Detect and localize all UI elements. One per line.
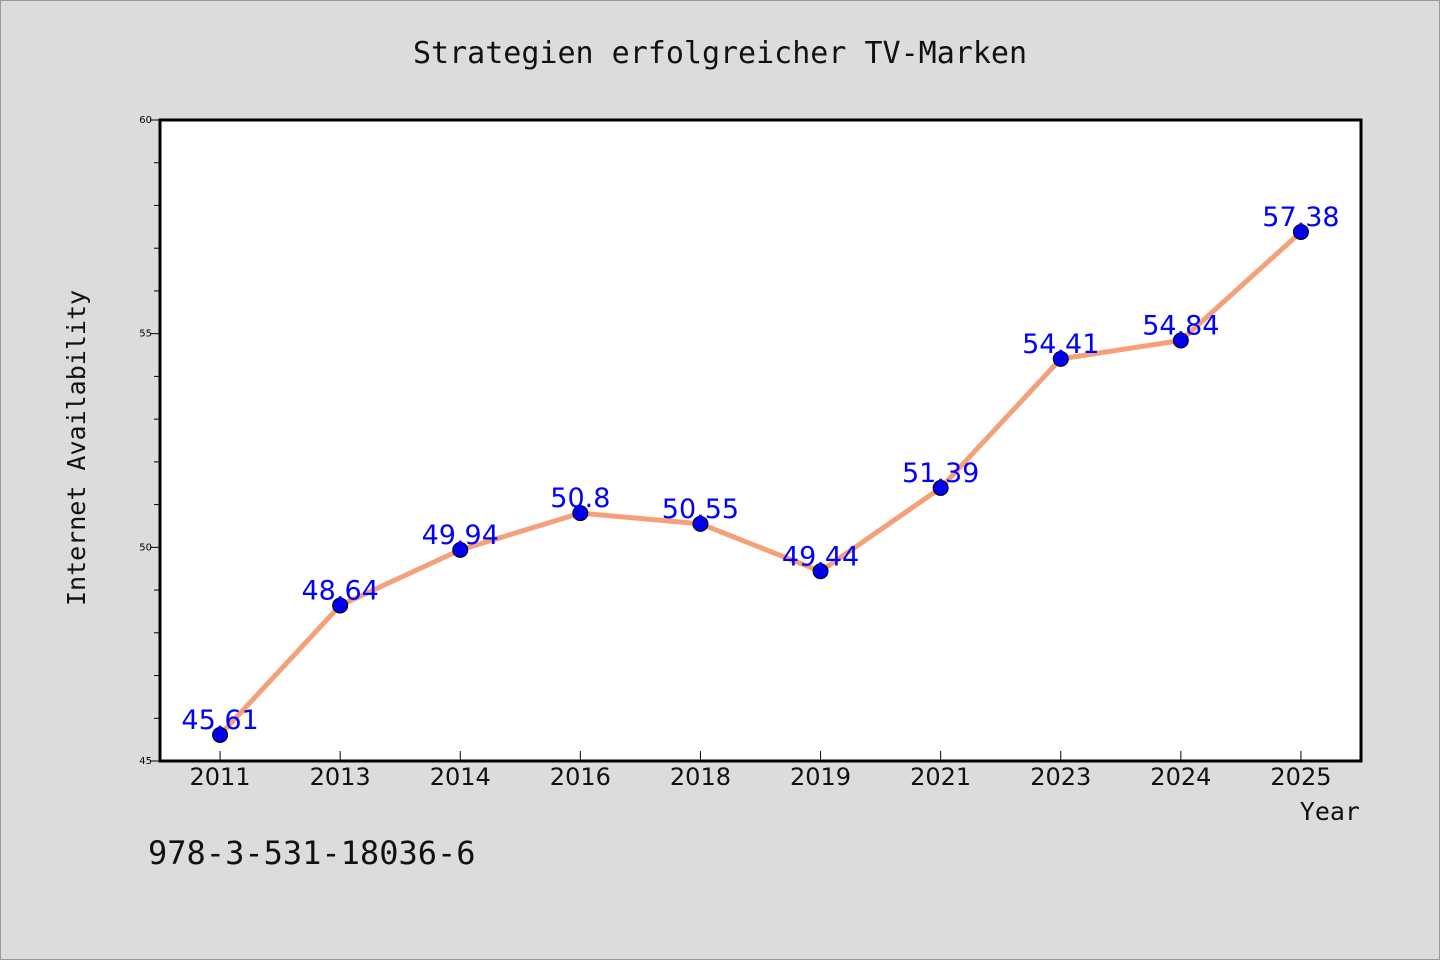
data-point — [1172, 332, 1189, 349]
y-axis: 45 50 55 60 — [139, 115, 160, 767]
data-label: 57.38 — [1262, 202, 1339, 233]
data-point — [1052, 350, 1069, 367]
plot-area — [158, 118, 1363, 763]
x-tick-label: 2021 — [910, 763, 971, 791]
chart-title: Strategien erfolgreicher TV-Marken — [413, 36, 1027, 71]
data-label: 54.41 — [1022, 329, 1099, 360]
data-point — [332, 597, 349, 614]
isbn-text: 978-3-531-18036-6 — [148, 834, 476, 872]
data-label: 49.94 — [422, 520, 499, 551]
y-axis-label: Internet Availability — [62, 290, 91, 606]
x-tick-label: 2018 — [670, 763, 731, 791]
data-label: 48.64 — [302, 575, 379, 606]
y-tick-label: 60 — [139, 115, 152, 126]
x-tick-label: 2013 — [310, 763, 371, 791]
x-tick-label: 2025 — [1270, 763, 1331, 791]
data-point — [1292, 223, 1309, 240]
data-label: 54.84 — [1142, 311, 1219, 342]
data-point — [692, 515, 709, 532]
data-label: 45.61 — [181, 705, 258, 736]
x-axis-label: Year — [1300, 797, 1360, 826]
x-tick-label: 2014 — [430, 763, 491, 791]
data-point — [572, 505, 589, 522]
x-tick-label: 2011 — [190, 763, 251, 791]
series-layer: 45.61 48.64 49.94 50.8 50.55 49.44 51.39 54.41 5… — [181, 202, 1340, 743]
data-point — [212, 726, 229, 743]
data-label: 51.39 — [902, 458, 979, 489]
data-label: 49.44 — [782, 541, 859, 572]
data-point — [452, 541, 469, 558]
x-tick-label: 2023 — [1030, 763, 1091, 791]
series-line — [217, 229, 1304, 738]
data-point — [932, 479, 949, 496]
y-tick-label: 45 — [139, 756, 152, 767]
data-label: 50.55 — [662, 494, 739, 525]
data-label: 50.8 — [550, 483, 610, 514]
y-tick-label: 50 — [139, 542, 152, 553]
x-tick-label: 2024 — [1150, 763, 1211, 791]
x-tick-label: 2019 — [790, 763, 851, 791]
x-axis: 2011 2013 2014 2016 2018 2019 2021 2023 2024 2025 — [190, 751, 1331, 791]
y-tick-label: 55 — [139, 329, 152, 340]
data-point — [812, 563, 829, 580]
x-tick-label: 2016 — [550, 763, 611, 791]
